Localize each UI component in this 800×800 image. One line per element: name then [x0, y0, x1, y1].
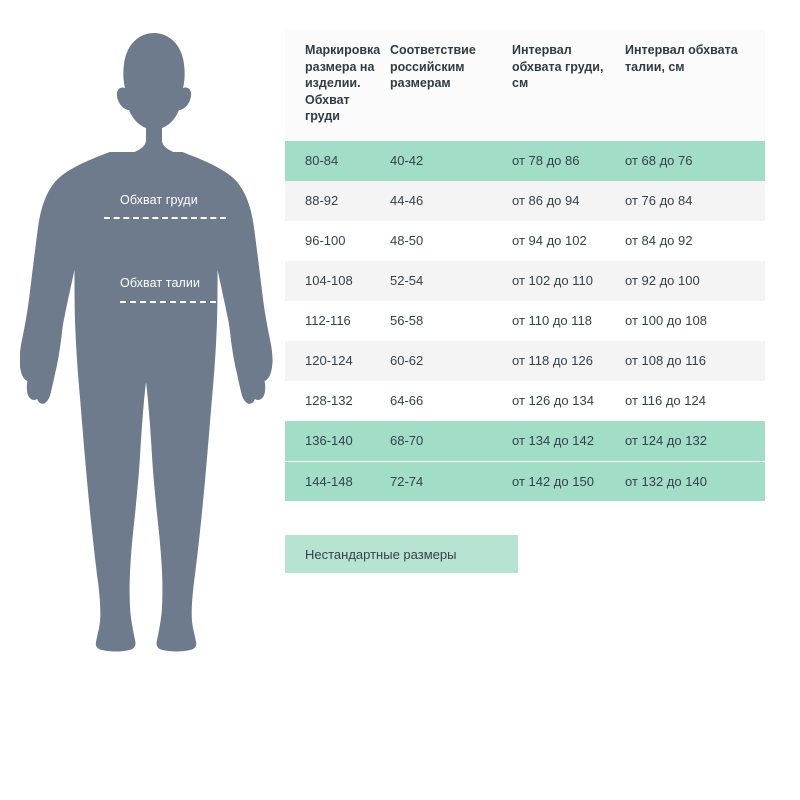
chest-measure-line — [104, 217, 226, 219]
table-cell: от 134 до 142 — [512, 433, 594, 448]
table-cell: от 142 до 150 — [512, 473, 594, 489]
table-row: 144-148 72-74 от 142 до 150 от 132 до 140 — [285, 460, 765, 501]
table-cell: 120-124 — [305, 353, 353, 368]
table-cell: 80-84 — [305, 153, 339, 168]
table-row: 120-124 60-62 от 118 до 126 от 108 до 116 — [285, 340, 765, 381]
chest-measure-label: Обхват груди — [120, 193, 198, 207]
waist-measure-label: Обхват талии — [120, 276, 201, 290]
table-cell: 128-132 — [305, 393, 353, 408]
table-cell: от 102 до 110 — [512, 273, 593, 288]
table-cell: 64-66 — [390, 393, 424, 408]
table-cell: от 68 до 76 — [625, 153, 693, 168]
table-row: 96-100 48-50 от 94 до 102 от 84 до 92 — [285, 220, 765, 261]
waist-measure-line — [120, 301, 216, 303]
table-row: 112-116 56-58 от 110 до 118 от 100 до 108 — [285, 300, 765, 341]
table-cell: от 110 до 118 — [512, 313, 592, 328]
table-cell: от 108 до 116 — [625, 353, 706, 368]
table-cell: 136-140 — [305, 433, 353, 448]
table-row: 104-108 52-54 от 102 до 110 от 92 до 100 — [285, 260, 765, 301]
table-cell: 96-100 — [305, 233, 346, 248]
table-row: 80-84 40-42 от 78 до 86 от 68 до 76 — [285, 140, 765, 181]
column-header-waist-range: Интервал обхвата талии, см — [625, 43, 738, 74]
table-body: 80-84 40-42 от 78 до 86 от 68 до 76 88-92 44-… — [285, 140, 765, 501]
table-cell: от 94 до 102 — [512, 233, 587, 248]
nonstandard-sizes-banner[interactable]: Нестандартные размеры — [285, 535, 518, 573]
table-cell: от 116 до 124 — [625, 393, 706, 408]
table-cell: от 126 до 134 — [512, 393, 594, 408]
table-cell: от 124 до 132 — [625, 433, 707, 448]
table-cell: от 86 до 94 — [512, 193, 580, 208]
table-cell: от 78 до 86 — [512, 153, 580, 168]
column-header-chest-range: Интервал обхвата груди, см — [512, 43, 604, 90]
table-row: 88-92 44-46 от 86 до 94 от 76 до 84 — [285, 180, 765, 221]
table-cell: от 100 до 108 — [625, 313, 707, 328]
table-cell: 144-148 — [305, 473, 353, 489]
table-cell: 104-108 — [305, 273, 353, 288]
table-cell: 68-70 — [390, 433, 424, 448]
table-cell: от 84 до 92 — [625, 233, 693, 248]
table-row: 136-140 68-70 от 134 до 142 от 124 до 132 — [285, 420, 765, 461]
table-cell: 60-62 — [390, 353, 424, 368]
column-header-marking: Маркировка размера на изделии. Обхват гр… — [305, 43, 381, 123]
column-header-russian-size: Соответствие российским размерам — [390, 43, 476, 90]
table-cell: 72-74 — [390, 473, 424, 489]
table-cell: 112-116 — [305, 313, 351, 328]
nonstandard-sizes-label: Нестандартные размеры — [305, 546, 457, 562]
table-cell: 88-92 — [305, 193, 339, 208]
size-chart-table: Маркировка размера на изделии. Обхват гр… — [285, 30, 765, 501]
table-cell: 56-58 — [390, 313, 424, 328]
table-cell: 40-42 — [390, 153, 424, 168]
table-cell: от 132 до 140 — [625, 473, 707, 489]
table-cell: 48-50 — [390, 233, 424, 248]
body-silhouette-svg — [20, 33, 273, 652]
table-cell: 52-54 — [390, 273, 424, 288]
table-cell: от 92 до 100 — [625, 273, 700, 288]
table-header-row: Маркировка размера на изделии. Обхват гр… — [285, 30, 765, 141]
body-figure: Обхват груди Обхват талии — [20, 20, 280, 660]
table-cell: 44-46 — [390, 193, 424, 208]
table-row: 128-132 64-66 от 126 до 134 от 116 до 124 — [285, 380, 765, 421]
table-cell: от 118 до 126 — [512, 353, 593, 368]
table-cell: от 76 до 84 — [625, 193, 693, 208]
